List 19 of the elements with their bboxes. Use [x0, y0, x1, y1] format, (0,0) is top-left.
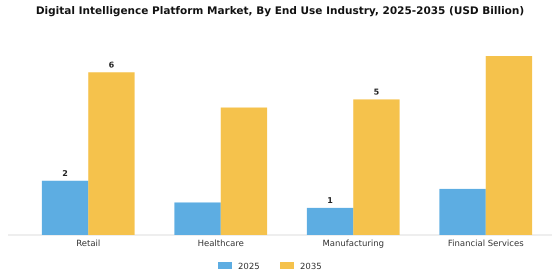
bar: [486, 56, 532, 235]
data-label: 2: [62, 168, 68, 178]
bar: [174, 202, 221, 235]
bar: [88, 72, 135, 235]
data-label: 1: [327, 196, 334, 205]
data-label: 5: [374, 87, 380, 96]
bar: [306, 208, 354, 235]
x-tick-label: Healthcare: [198, 239, 244, 249]
x-tick-label: Retail: [76, 239, 100, 249]
data-label: 6: [108, 60, 115, 70]
legend-label: 2025: [238, 262, 260, 272]
bar: [220, 108, 268, 235]
bar: [439, 188, 486, 235]
legend-label: 2035: [300, 262, 322, 272]
x-tick-label: Financial Services: [448, 239, 524, 249]
bar: [353, 99, 400, 235]
bar: [42, 180, 88, 235]
chart-title: Digital Intelligence Platform Market, By End Use Industry, 2025-2035 (USD Billion): [36, 5, 524, 17]
x-tick-label: Manufacturing: [322, 239, 384, 249]
